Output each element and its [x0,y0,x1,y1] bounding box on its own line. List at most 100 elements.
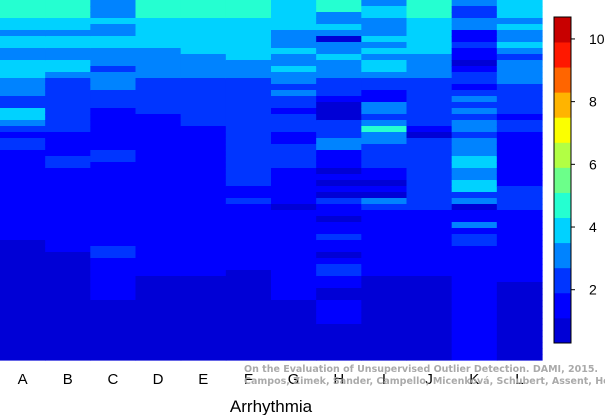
heatmap-cell [451,258,498,265]
colorbar-segment [554,217,571,244]
heatmap-cell [361,180,408,187]
heatmap-cell [271,126,317,133]
heatmap-cell [0,78,46,85]
heatmap-cell [406,132,453,139]
heatmap-cell [180,168,227,175]
heatmap-cell [406,120,453,127]
heatmap-cell [0,348,46,355]
heatmap-cell [496,336,543,343]
colorbar-segment [554,117,571,143]
heatmap-cell [135,180,182,187]
x-tick-label: K [469,371,479,388]
heatmap-cell [90,330,137,337]
heatmap-cell [496,342,543,349]
heatmap-cell [45,102,91,109]
heatmap-cell [45,288,91,295]
heatmap-cell [316,276,362,283]
heatmap-cell [225,348,272,355]
colorbar-segment [554,17,571,43]
heatmap-cell [180,348,227,355]
heatmap-cell [45,42,91,49]
heatmap-cell [271,120,317,127]
heatmap-cell [180,342,227,349]
heatmap-cell [180,192,227,199]
heatmap-cell [361,288,408,295]
heatmap-cell [90,342,137,349]
heatmap-cell [45,318,91,325]
heatmap-cell [0,264,46,271]
heatmap-cell [271,132,317,139]
heatmap-cell [90,84,137,91]
heatmap-cell [135,78,182,85]
heatmap-cell [90,282,137,289]
heatmap-cell [45,306,91,313]
heatmap-cell [90,24,137,31]
heatmap-cell [271,210,317,217]
heatmap-cell [361,222,408,229]
heatmap-cell [406,300,453,307]
heatmap-cell [451,156,498,163]
heatmap-cell [225,192,272,199]
heatmap-cell [45,90,91,97]
heatmap-cell [451,120,498,127]
heatmap-cell [271,180,317,187]
heatmap-cell [180,36,227,43]
heatmap-cell [451,306,498,313]
heatmap-cell [496,150,543,157]
heatmap-cell [496,240,543,247]
heatmap-cell [361,204,408,211]
heatmap-cell [225,312,272,319]
heatmap-cell [451,90,498,97]
heatmap-cell [361,102,408,109]
heatmap-cell [316,54,362,61]
heatmap-cell [361,324,408,331]
heatmap-cell [451,192,498,199]
heatmap-cell [0,6,46,13]
heatmap-cell [451,24,498,31]
heatmap-cell [0,126,46,133]
heatmap-cell [271,102,317,109]
heatmap-cell [0,204,46,211]
heatmap-cell [271,12,317,19]
heatmap-cell [45,0,91,7]
heatmap-cell [225,168,272,175]
x-tick-label: C [107,371,118,388]
heatmap-cell [225,180,272,187]
heatmap-cell [45,108,91,115]
heatmap-cell [225,258,272,265]
heatmap-cell [45,168,91,175]
heatmap-cell [406,336,453,343]
heatmap-cell [180,312,227,319]
heatmap-cell [361,36,408,43]
heatmap-cell [496,36,543,43]
heatmap-cell [271,276,317,283]
heatmap-cell [0,174,46,181]
heatmap-cell [406,234,453,241]
heatmap-cell [451,102,498,109]
heatmap-cell [361,174,408,181]
heatmap-cell [180,18,227,25]
heatmap-cell [180,174,227,181]
heatmap-cell [496,252,543,259]
heatmap-cell [361,6,408,13]
heatmap-cell [45,294,91,301]
heatmap-cell [90,138,137,145]
heatmap-cell [135,222,182,229]
heatmap-cell [361,108,408,115]
heatmap-cell [361,132,408,139]
heatmap-cell [361,48,408,55]
heatmap-cell [180,24,227,31]
heatmap-cell [90,306,137,313]
heatmap-cell [180,300,227,307]
heatmap-cell [45,66,91,73]
heatmap-cell [316,354,362,361]
heatmap-cell [180,114,227,121]
heatmap-cell [316,216,362,223]
heatmap-cell [496,96,543,103]
heatmap-cell [496,204,543,211]
heatmap-cell [225,114,272,121]
heatmap-cell [361,96,408,103]
heatmap-cell [271,246,317,253]
heatmap-cell [45,228,91,235]
colorbar-segment [554,92,571,118]
